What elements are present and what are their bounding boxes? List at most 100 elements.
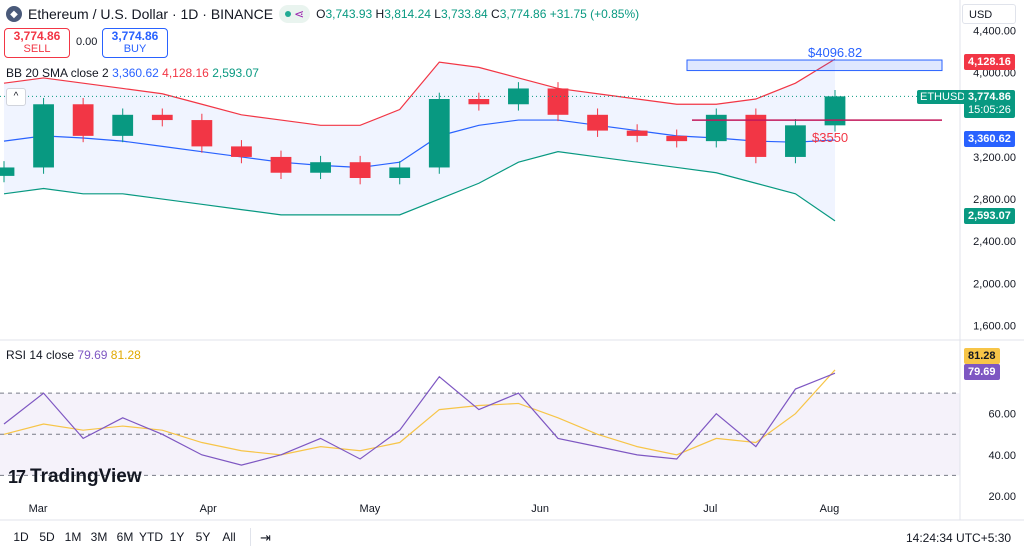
candle (112, 108, 134, 143)
time-tick-label: Jul (703, 503, 717, 515)
price-tick-label: 4,000.00 (973, 68, 1016, 80)
tf-ytd[interactable]: YTD (139, 530, 163, 544)
candle (349, 155, 371, 185)
time-tick-label: May (360, 503, 381, 515)
time-tick-label: Mar (29, 503, 48, 515)
tf-6m[interactable]: 6M (116, 530, 134, 544)
spread-value: 0.00 (76, 36, 98, 48)
candle-body (705, 114, 727, 142)
chart-header: ◆ Ethereum / U.S. Dollar · 1D · BINANCE … (6, 4, 639, 24)
resistance-zone (686, 59, 943, 72)
bb-middle-line (3, 119, 836, 169)
bb-mid-tag: 3,360.62 (964, 131, 1015, 147)
candle (785, 119, 806, 164)
candle-body (310, 162, 331, 173)
goto-date-calendar-icon[interactable]: ⇥ (260, 530, 271, 545)
buy-button[interactable]: 3,774.86 BUY (102, 28, 168, 58)
candle (0, 161, 15, 183)
candle (705, 108, 727, 148)
currency-select[interactable]: USD (962, 4, 1016, 24)
candle (310, 155, 331, 180)
ohlc-readout: O3,743.93 H3,814.24 L3,733.84 C3,774.86 … (316, 7, 640, 21)
rsi-pane (0, 369, 960, 476)
candle-body (151, 114, 173, 121)
rsi-tick-label: 20.00 (988, 491, 1016, 503)
ethereum-icon: ◆ (6, 6, 22, 22)
timeframe-bar: 1D 5D 1M 3M 6M YTD 1Y 5Y All (8, 530, 242, 544)
candle (151, 108, 173, 127)
share-icon: ⋖ (294, 7, 305, 21)
candle (428, 92, 450, 174)
candle (270, 150, 292, 180)
last-price-tag: 3,774.86 15:05:26 (964, 90, 1015, 118)
candle (231, 140, 252, 164)
symbol-tag: ETHUSD (917, 90, 969, 104)
candle-body (231, 146, 252, 157)
clock[interactable]: 14:24:34 UTC+5:30 (906, 531, 1012, 545)
bb-lower-tag: 2,593.07 (964, 208, 1015, 224)
candle (587, 108, 608, 137)
candle-body (785, 125, 806, 157)
candle-body (508, 88, 529, 105)
price-tick-label: 2,000.00 (973, 278, 1016, 290)
candle-body (666, 135, 688, 142)
candle-body (428, 99, 450, 168)
price-pane (0, 58, 960, 222)
price-tick-label: 1,600.00 (973, 320, 1016, 332)
tf-5d[interactable]: 5D (39, 530, 55, 544)
resistance-annotation: $4096.82 (808, 45, 863, 60)
candle (824, 90, 846, 132)
symbol-title[interactable]: Ethereum / U.S. Dollar · 1D · BINANCE (28, 6, 274, 22)
candle-body (389, 167, 411, 178)
tf-all[interactable]: All (222, 530, 236, 544)
tradingview-icon: 17 (8, 466, 26, 487)
rsi-value-tag: 79.69 (964, 364, 1000, 380)
candle-body (468, 99, 490, 105)
tf-3m[interactable]: 3M (90, 530, 108, 544)
candle-body (72, 104, 94, 136)
candle (33, 97, 54, 174)
market-status[interactable]: ⋖ (279, 5, 311, 23)
tf-5y[interactable]: 5Y (195, 530, 211, 544)
rsi-line (3, 372, 836, 466)
candle-body (587, 114, 608, 131)
price-tick-label: 2,400.00 (973, 236, 1016, 248)
candle-body (547, 88, 569, 115)
candle-body (349, 162, 371, 178)
price-tick-label: 4,400.00 (973, 26, 1016, 38)
candle-body (824, 96, 846, 126)
support-annotation: $3550 (812, 130, 849, 145)
candle-body (191, 120, 213, 147)
candle (468, 92, 490, 111)
bb-lower-line (3, 151, 836, 222)
sell-button[interactable]: 3,774.86 SELL (4, 28, 70, 58)
axes: 4,400.00 4,000.00 3,200.00 2,800.00 2,400.00… (0, 0, 1024, 521)
candle (508, 82, 529, 111)
time-tick-label: Aug (820, 503, 840, 515)
tf-1d[interactable]: 1D (13, 530, 29, 544)
candle-body (626, 130, 648, 136)
bb-upper-tag: 4,128.16 (964, 54, 1015, 70)
tf-1m[interactable]: 1M (64, 530, 82, 544)
candle-body (745, 114, 767, 157)
tf-1y[interactable]: 1Y (169, 530, 185, 544)
price-tick-label: 3,200.00 (973, 152, 1016, 164)
candle (191, 113, 213, 153)
rsi-ma-line (3, 369, 836, 456)
candle (745, 108, 767, 164)
candle (389, 161, 411, 185)
rsi-tick-label: 40.00 (988, 450, 1016, 462)
tradingview-logo[interactable]: 17 TradingView (8, 466, 142, 487)
candle-body (0, 167, 15, 176)
candle-body (112, 114, 134, 136)
candle (547, 82, 569, 122)
collapse-legend-chevron-up-icon[interactable]: ^ (6, 88, 26, 106)
rsi-tick-label: 60.00 (988, 409, 1016, 421)
time-tick-label: Jun (531, 503, 549, 515)
time-tick-label: Apr (200, 503, 217, 515)
bb-legend[interactable]: BB 20 SMA close 2 3,360.62 4,128.16 2,59… (6, 66, 259, 80)
candle-body (33, 104, 54, 168)
rsi-legend[interactable]: RSI 14 close 79.69 81.28 (6, 348, 141, 362)
candle (626, 124, 648, 143)
